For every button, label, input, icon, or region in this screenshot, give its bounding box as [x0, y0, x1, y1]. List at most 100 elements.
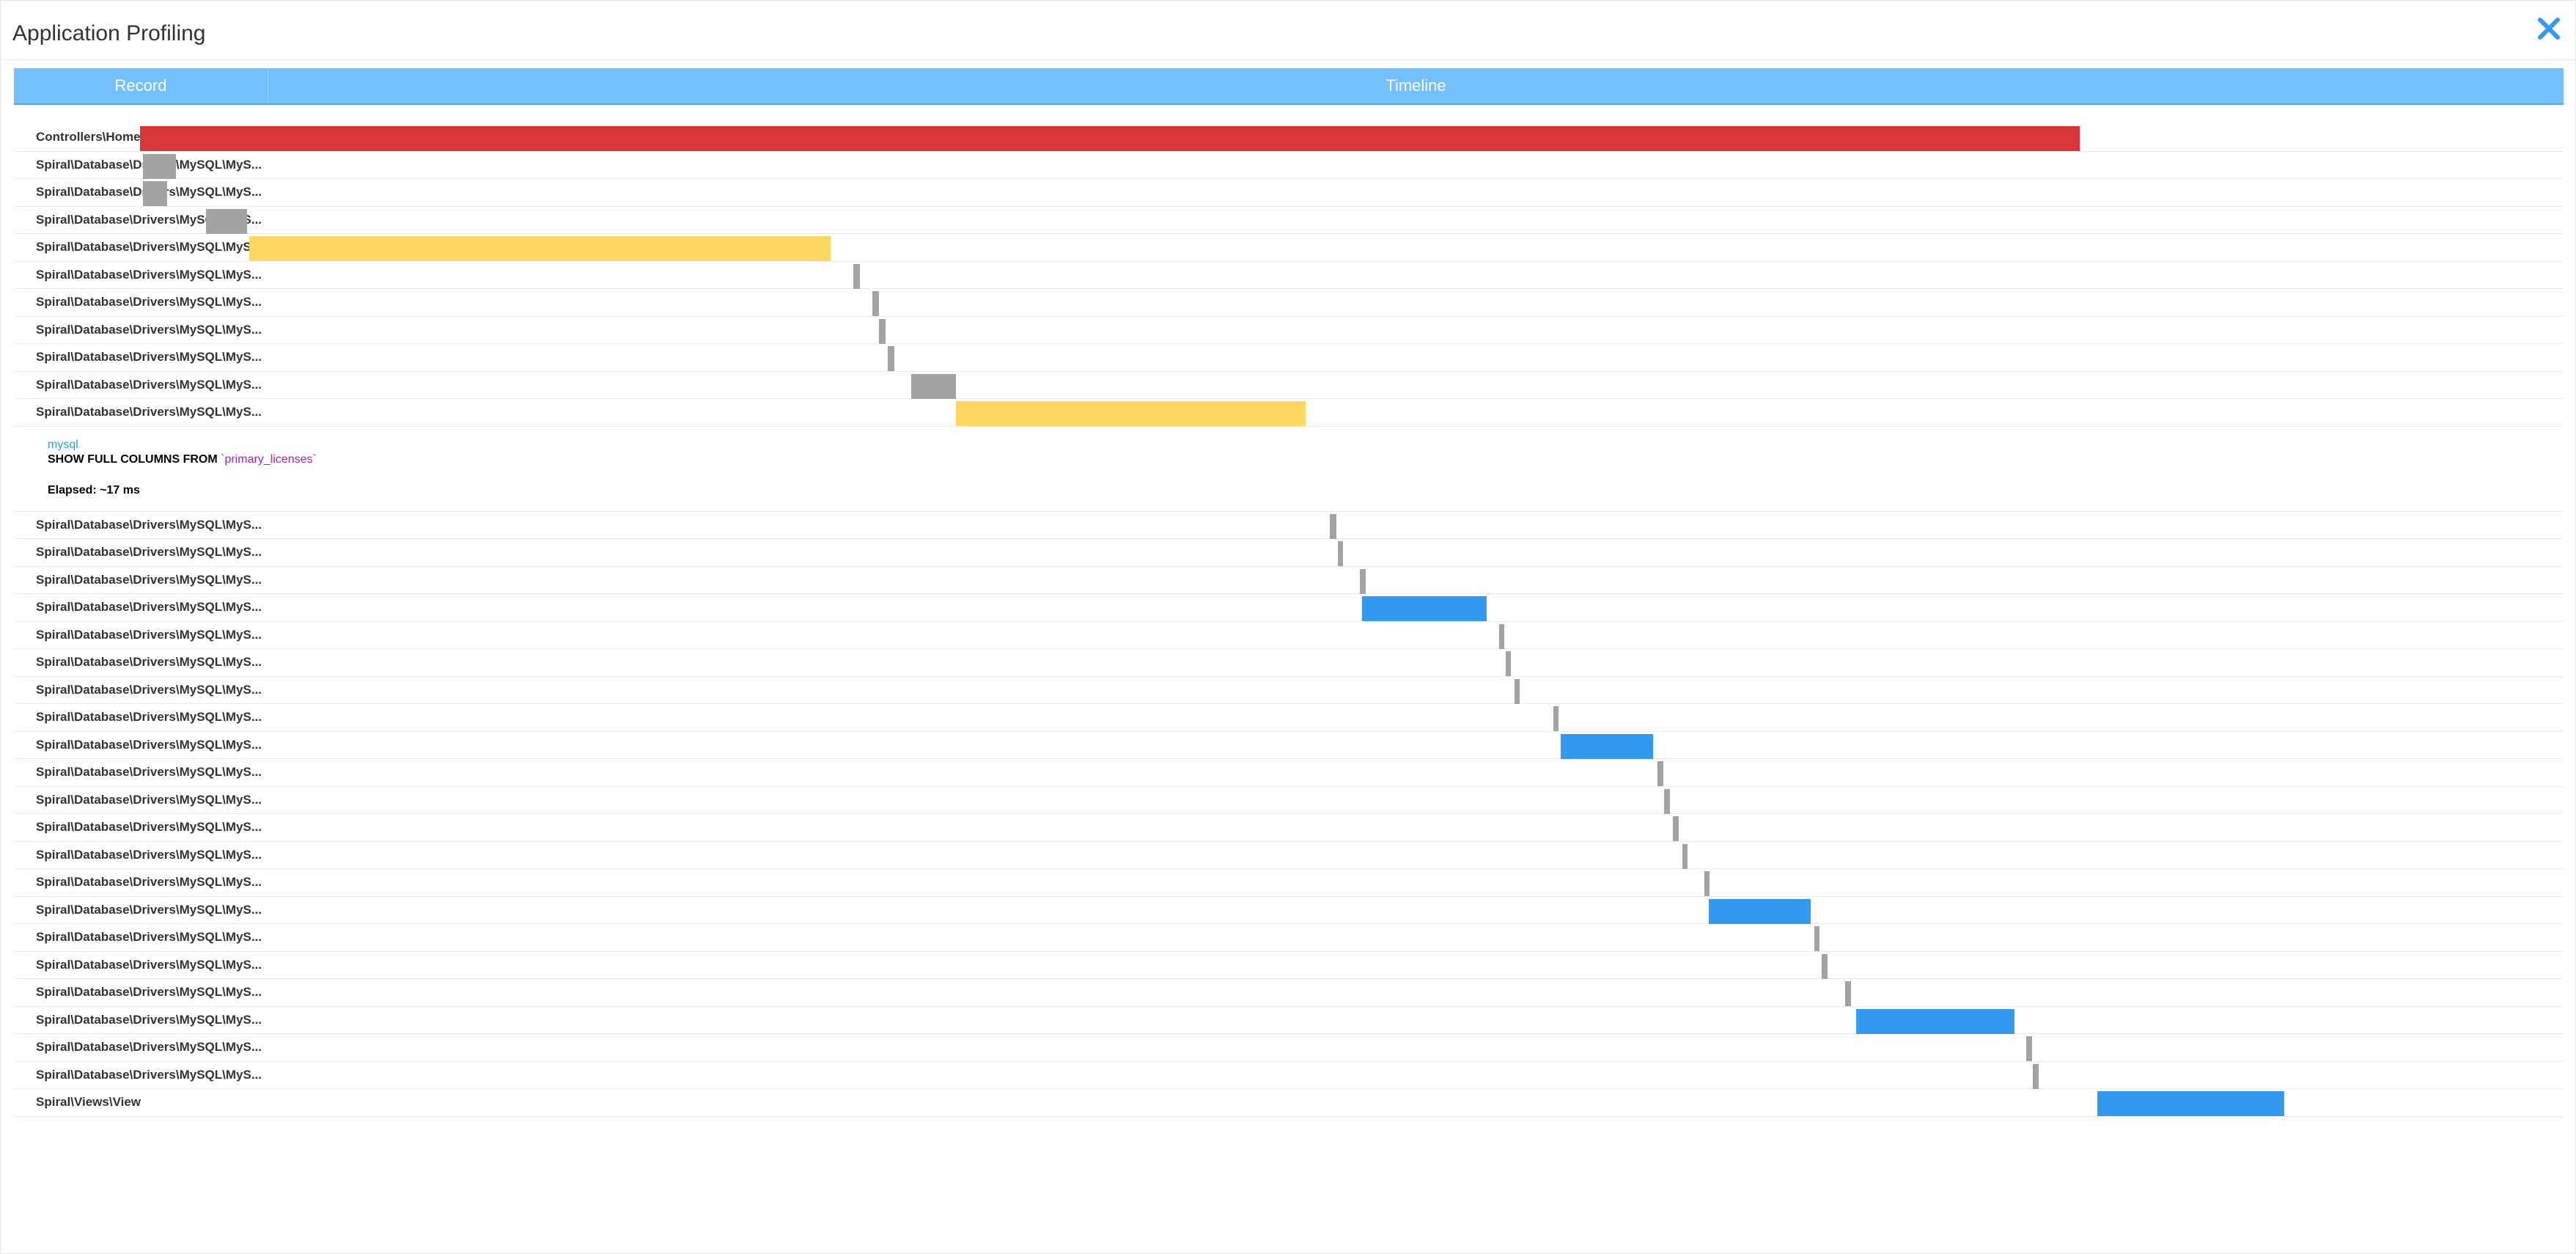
timeline-bar[interactable] — [1561, 733, 1654, 759]
driver-link[interactable]: mysql — [48, 438, 78, 451]
timeline-bar[interactable] — [2033, 1063, 2039, 1089]
record-label: Spiral\Database\Drivers\MySQL\MyS... — [36, 377, 262, 392]
record-row[interactable]: Spiral\Database\Drivers\MySQL\MyS... — [14, 649, 2564, 677]
timeline-bar[interactable] — [206, 208, 248, 234]
timeline-bar[interactable] — [1704, 871, 1710, 896]
timeline-bar[interactable] — [1337, 541, 1344, 566]
timeline-bar[interactable] — [139, 126, 2080, 151]
record-label: Spiral\Database\Drivers\MySQL\MyS... — [36, 847, 262, 862]
record-row[interactable]: Spiral\Database\Drivers\MySQL\MyS... — [14, 344, 2564, 372]
record-row[interactable]: Spiral\Database\Drivers\MySQL\MyS... — [14, 372, 2564, 399]
record-label: Spiral\Database\Drivers\MySQL\MyS... — [36, 295, 262, 309]
timeline-bar[interactable] — [1664, 788, 1670, 814]
record-row[interactable]: Spiral\Database\Drivers\MySQL\MyS... — [14, 869, 2564, 897]
record-label: Spiral\Database\Drivers\MySQL\MyS... — [36, 820, 262, 835]
records-before: Controllers\HomeController Spiral\Databas… — [14, 124, 2564, 427]
timeline-bar[interactable] — [1362, 596, 1487, 621]
record-label: Spiral\Database\Drivers\MySQL\MyS... — [36, 350, 262, 364]
record-row[interactable]: Spiral\Database\Drivers\MySQL\MyS... — [14, 567, 2564, 594]
record-row[interactable]: Spiral\Database\Drivers\MySQL\MyS... — [14, 399, 2564, 427]
record-label: Spiral\Database\Drivers\MySQL\MyS... — [36, 710, 262, 725]
record-row[interactable]: Spiral\Database\Drivers\MySQL\MyS... — [14, 179, 2564, 207]
timeline-bar[interactable] — [879, 318, 886, 344]
record-label: Spiral\Database\Drivers\MySQL\MyS... — [36, 792, 262, 807]
record-row[interactable]: Spiral\Database\Drivers\MySQL\MyS... — [14, 622, 2564, 649]
elapsed-time: Elapsed: ~17 ms — [48, 483, 140, 496]
record-row[interactable]: Spiral\Database\Drivers\MySQL\MyS... — [14, 262, 2564, 289]
timeline-bar[interactable] — [1505, 651, 1512, 676]
timeline-bar[interactable] — [1498, 623, 1505, 649]
record-row[interactable]: Spiral\Database\Drivers\MySQL\MyS... — [14, 952, 2564, 979]
record-row[interactable]: Spiral\Database\Drivers\MySQL\MyS... — [14, 979, 2564, 1007]
record-row[interactable]: Spiral\Database\Drivers\MySQL\MyS... — [14, 897, 2564, 924]
timeline-bar[interactable] — [872, 291, 880, 316]
timeline-bar[interactable] — [2097, 1091, 2284, 1116]
record-row[interactable]: Spiral\Database\Drivers\MySQL\MyS... — [14, 814, 2564, 842]
record-row[interactable]: Spiral\Database\Drivers\MySQL\MyS... — [14, 1062, 2564, 1089]
record-row[interactable]: Spiral\Database\Drivers\MySQL\MyS... — [14, 317, 2564, 344]
record-label: Spiral\Database\Drivers\MySQL\MyS... — [36, 957, 262, 972]
record-row[interactable]: Spiral\Database\Drivers\MySQL\MyS... — [14, 787, 2564, 814]
record-label: Spiral\Database\Drivers\MySQL\MyS... — [36, 682, 262, 697]
record-row[interactable]: Spiral\Views\View — [14, 1089, 2564, 1117]
record-row[interactable]: Spiral\Database\Drivers\MySQL\MyS... — [14, 289, 2564, 317]
record-label: Spiral\Database\Drivers\MySQL\MyS... — [36, 517, 262, 532]
record-label: Spiral\Database\Drivers\MySQL\MyS... — [36, 985, 262, 1000]
timeline-bar[interactable] — [1708, 898, 1811, 924]
timeline-bar[interactable] — [1330, 513, 1337, 539]
timeline-bar[interactable] — [1360, 568, 1366, 594]
column-header-timeline[interactable]: Timeline — [1385, 76, 1446, 95]
record-label: Spiral\Database\Drivers\MySQL\MyS... — [36, 1067, 262, 1082]
timeline-bar[interactable] — [1822, 953, 1828, 979]
timeline-bar[interactable] — [1673, 816, 1679, 841]
record-label: Spiral\Database\Drivers\MySQL\MyS... — [36, 627, 262, 642]
timeline-bar[interactable] — [911, 373, 956, 399]
timeline-bar[interactable] — [888, 346, 895, 371]
timeline-bar[interactable] — [955, 401, 1306, 426]
record-row[interactable]: Spiral\Database\Drivers\MySQL\MyS... — [14, 704, 2564, 732]
record-row[interactable]: Spiral\Database\Drivers\MySQL\MyS... — [14, 677, 2564, 704]
title-divider — [1, 59, 2575, 60]
window-title: Application Profiling — [12, 21, 206, 45]
record-label: Spiral\Database\Drivers\MySQL\MyS... — [36, 737, 262, 752]
record-label: Spiral\Database\Drivers\MySQL\MyS... — [36, 1012, 262, 1027]
record-row[interactable]: Spiral\Database\Drivers\MySQL\MyS... — [14, 1034, 2564, 1062]
timeline-bar[interactable] — [249, 236, 831, 261]
record-label: Spiral\Database\Drivers\MySQL\MyS... — [36, 572, 262, 587]
record-row[interactable]: Spiral\Database\Drivers\MySQL\MyS... — [14, 594, 2564, 622]
record-row[interactable]: Spiral\Database\Drivers\MySQL\MyS... — [14, 759, 2564, 787]
timeline-bar[interactable] — [1514, 678, 1520, 704]
record-row[interactable]: Spiral\Database\Drivers\MySQL\MyS... — [14, 207, 2564, 234]
record-label: Spiral\Database\Drivers\MySQL\MyS... — [36, 655, 262, 670]
timeline-bar[interactable] — [1845, 981, 1851, 1006]
close-icon — [2538, 18, 2560, 40]
timeline-bar[interactable] — [142, 153, 177, 179]
timeline-bar[interactable] — [2026, 1036, 2032, 1061]
record-row[interactable]: Spiral\Database\Drivers\MySQL\MyS... — [14, 152, 2564, 179]
column-header-record[interactable]: Record — [14, 68, 268, 103]
record-row[interactable]: Controllers\HomeController — [14, 124, 2564, 152]
timeline-bar[interactable] — [1682, 843, 1688, 869]
record-row[interactable]: Spiral\Database\Drivers\MySQL\MyS... — [14, 842, 2564, 869]
timeline-bar[interactable] — [853, 263, 861, 289]
record-label: Spiral\Database\Drivers\MySQL\MyS... — [36, 875, 262, 890]
record-label: Spiral\Database\Drivers\MySQL\MyS... — [36, 765, 262, 780]
timeline-bar[interactable] — [142, 181, 168, 206]
close-button[interactable] — [2533, 12, 2565, 45]
record-row[interactable]: Spiral\Database\Drivers\MySQL\MyS... — [14, 924, 2564, 952]
record-row[interactable]: Spiral\Database\Drivers\MySQL\MyS... — [14, 234, 2564, 262]
timeline-bar[interactable] — [1814, 926, 1820, 951]
record-row[interactable]: Spiral\Database\Drivers\MySQL\MyS... — [14, 539, 2564, 567]
record-label: Spiral\Database\Drivers\MySQL\MyS... — [36, 240, 262, 254]
timeline-bar[interactable] — [1657, 761, 1663, 786]
record-label: Spiral\Database\Drivers\MySQL\MyS... — [36, 930, 262, 945]
record-label: Spiral\Views\View — [36, 1095, 141, 1110]
record-row[interactable]: Spiral\Database\Drivers\MySQL\MyS... — [14, 732, 2564, 759]
timeline-bar[interactable] — [1553, 706, 1559, 731]
table-header: Record Timeline — [14, 68, 2564, 105]
record-row[interactable]: Spiral\Database\Drivers\MySQL\MyS... — [14, 512, 2564, 539]
record-label: Spiral\Database\Drivers\MySQL\MyS... — [36, 902, 262, 917]
record-row[interactable]: Spiral\Database\Drivers\MySQL\MyS... — [14, 1007, 2564, 1034]
timeline-bar[interactable] — [1856, 1008, 2014, 1034]
